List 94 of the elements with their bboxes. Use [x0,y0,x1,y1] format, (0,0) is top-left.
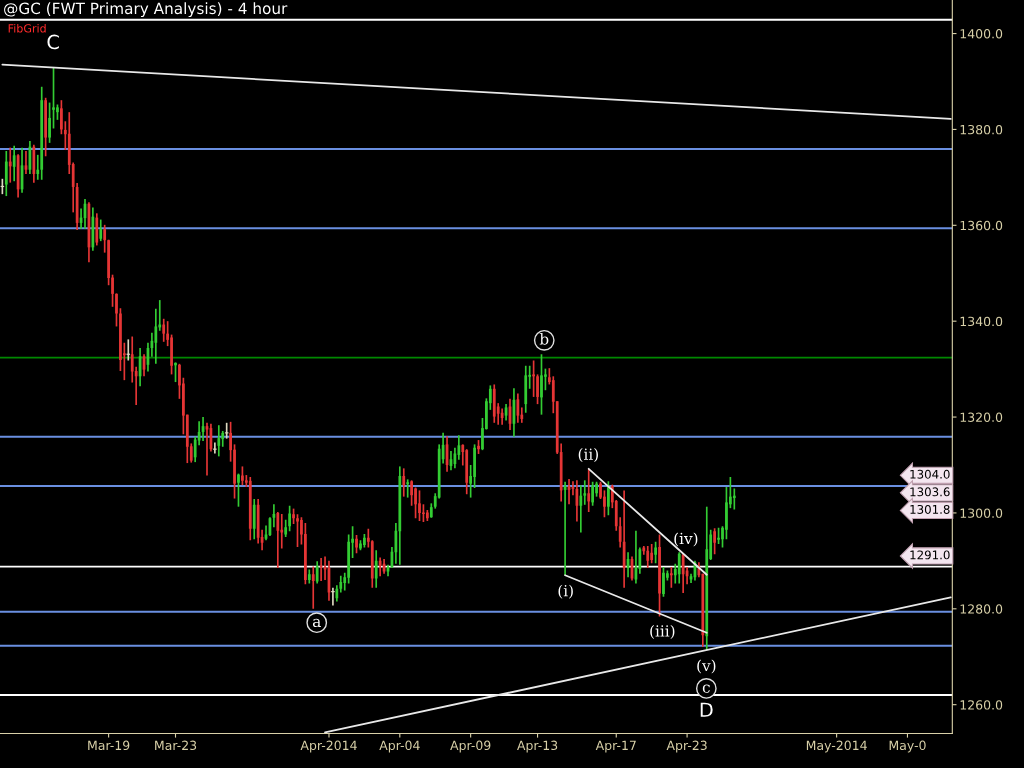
candlestick [607,480,610,517]
x-tick-label: Apr-23 [666,740,707,753]
candlestick [237,472,240,508]
annotation: 1304.0 [910,469,950,479]
candlestick [681,552,685,594]
candlestick [532,359,535,398]
y-tick-label: 1380.0 [960,124,1003,135]
candlestick [591,480,595,507]
annotation: (iii) [650,624,675,639]
candlestick [170,333,173,376]
candlestick [477,439,480,455]
candlestick [56,103,59,121]
candlestick [378,556,382,578]
annotation: c [702,684,710,693]
annotation: (ii) [578,448,598,463]
annotation: D [700,702,713,717]
candlestick [359,539,362,552]
candlestick [252,498,256,541]
x-tick-label: Mar-23 [155,740,197,751]
candlestick [473,443,476,489]
y-tick-label: 1280.0 [960,604,1003,614]
candlestick [595,480,598,498]
x-tick-label: Apr-13 [517,740,558,753]
candlestick [725,486,728,541]
candlestick [677,551,681,585]
candlestick [713,527,717,555]
candlestick [115,292,118,328]
y-tick-label: 1400.0 [960,29,1003,39]
candlestick [119,307,122,372]
candlestick [363,533,366,549]
y-tick-label: 1260.0 [960,700,1003,710]
y-tick-label: 1360.0 [960,220,1003,231]
candlestick [233,443,236,500]
candlestick [669,566,673,589]
candlestick [579,484,583,534]
y-tick-label: 1320.0 [960,412,1003,422]
annotation: b [539,332,549,345]
candlestick [154,307,158,365]
candlestick [650,543,654,565]
candlestick [162,317,166,343]
chart-title: @GC (FWT Primary Analysis) - 4 hour [4,2,288,18]
annotation: 1291.0 [910,550,950,560]
candlestick [217,424,221,458]
annotation: (iv) [674,532,698,547]
y-tick-label: 1340.0 [960,316,1003,327]
annotation: 1301.8 [910,504,950,514]
candlestick [654,540,657,565]
candlestick [536,373,539,405]
candlestick [4,150,8,197]
candlestick [303,522,307,586]
candlestick [315,560,319,585]
x-tick-label: Apr-2014 [300,740,357,753]
candlestick [374,549,378,589]
candlestick [311,565,315,610]
annotation: (i) [558,584,573,599]
candlestick [12,144,16,183]
candlestick [8,146,12,184]
candlestick [48,101,51,144]
candlestick [52,66,55,130]
candlestick [99,218,103,242]
annotation: a [312,618,321,628]
candlestick [213,441,217,455]
x-tick-label: Mar-19 [88,740,130,751]
candlestick [229,421,232,463]
candlestick [540,353,543,416]
candlestick [418,489,421,522]
candlestick [410,479,413,507]
candlestick [296,513,299,548]
candlestick [111,273,114,308]
x-tick-label: May-2014 [806,740,867,753]
candlestick [355,534,358,555]
candlestick [717,526,720,545]
candlestick [402,467,406,498]
annotation: FibGrid [8,23,46,33]
candlestick [406,478,410,499]
candlestick [276,511,280,569]
x-tick-label: Apr-17 [595,740,636,753]
candlestick [658,533,661,618]
candlestick [422,503,425,523]
y-tick-label: 1300.0 [960,508,1003,518]
x-tick-label: May-0 [889,740,926,753]
annotation: C [47,34,59,50]
candlestick [425,509,429,522]
candlestick [646,545,650,569]
candlestick [241,465,244,486]
annotation: 1303.6 [910,487,950,497]
candlestick [587,467,591,513]
x-tick-label: Apr-04 [379,740,420,753]
candlestick [662,566,665,598]
candlestick [331,586,335,607]
x-tick-label: Apr-09 [450,740,491,753]
candlestick [292,507,295,525]
candlestick [516,392,520,424]
annotation: (v) [697,659,716,674]
